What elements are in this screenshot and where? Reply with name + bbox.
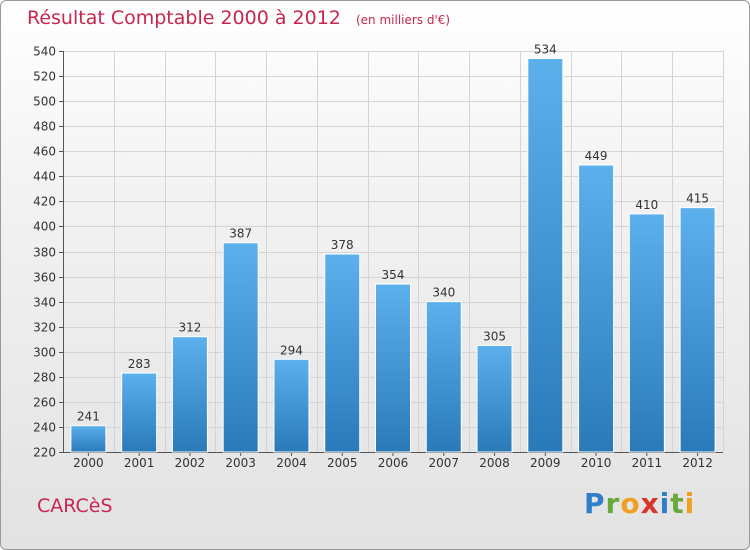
logo-letter: o [620,487,641,520]
data-label: 305 [483,329,506,343]
bar-2006 [375,283,411,453]
chart-title-block: Résultat Comptable 2000 à 2012 (en milli… [27,7,450,29]
bar-2004 [273,358,310,453]
y-tick-label: 280 [33,371,56,385]
x-tick-label: 2002 [175,456,206,470]
data-label: 241 [77,410,100,424]
bar-2008 [476,344,513,453]
bar-2005 [324,253,361,453]
data-label: 312 [178,321,201,335]
logo-letter: r [605,487,621,520]
y-tick-label: 300 [33,346,56,360]
logo-letter: P [584,487,606,520]
y-tick-label: 380 [33,246,56,260]
data-label: 410 [635,198,658,212]
y-tick-label: 480 [33,120,56,134]
y-tick-label: 260 [33,396,56,410]
chart-subtitle: (en milliers d'€) [355,13,451,27]
y-tick-label: 220 [33,446,56,460]
bar-2007 [425,301,462,453]
commune-name: CARCèS [37,495,113,517]
logo-letter: i [659,487,671,520]
data-label: 534 [534,43,557,57]
bar-2002 [171,336,208,453]
bar-2012 [679,207,716,453]
y-tick-label: 400 [33,220,56,234]
data-label: 283 [128,357,151,371]
bar-2003 [222,242,259,453]
y-tick-label: 520 [33,70,56,84]
chart-title: Résultat Comptable 2000 à 2012 [27,7,341,29]
x-tick-label: 2010 [581,456,612,470]
y-tick-label: 360 [33,271,56,285]
data-label: 340 [432,286,455,300]
bar-2011 [628,213,665,453]
data-label: 387 [229,227,252,241]
y-tick-label: 340 [33,296,56,310]
x-tick-label: 2009 [530,456,561,470]
x-tick-label: 2011 [632,456,663,470]
y-tick-label: 460 [33,145,56,159]
y-tick-label: 320 [33,321,56,335]
logo-letter: t [670,487,685,520]
x-tick-label: 2003 [225,456,256,470]
y-tick-label: 420 [33,195,56,209]
x-tick-label: 2004 [276,456,307,470]
logo-letter: x [640,487,660,520]
labels: 220 240 260 280 300 320 340 360 380 400 420 440 460 4… [33,43,713,470]
x-tick-label: 2005 [327,456,358,470]
bar-2000 [70,425,107,453]
x-tick-label: 2008 [479,456,510,470]
data-label: 294 [280,343,303,357]
y-tick-label: 440 [33,170,56,184]
bars [70,58,716,453]
bar-2001 [121,372,158,453]
bar-2010 [578,164,615,453]
y-tick-label: 240 [33,421,56,435]
bar-2009 [527,58,564,453]
x-tick-label: 2007 [428,456,459,470]
x-tick-label: 2012 [682,456,713,470]
x-tick-label: 2006 [378,456,409,470]
y-tick-label: 500 [33,95,56,109]
data-label: 415 [686,192,709,206]
proxiti-logo: Proxiti [584,487,695,520]
data-label: 354 [382,268,405,282]
logo-letter: i [684,487,696,520]
y-tick-label: 540 [33,45,56,59]
data-label: 449 [585,149,608,163]
data-label: 378 [331,238,354,252]
x-tick-label: 2001 [124,456,155,470]
x-tick-label: 2000 [73,456,104,470]
